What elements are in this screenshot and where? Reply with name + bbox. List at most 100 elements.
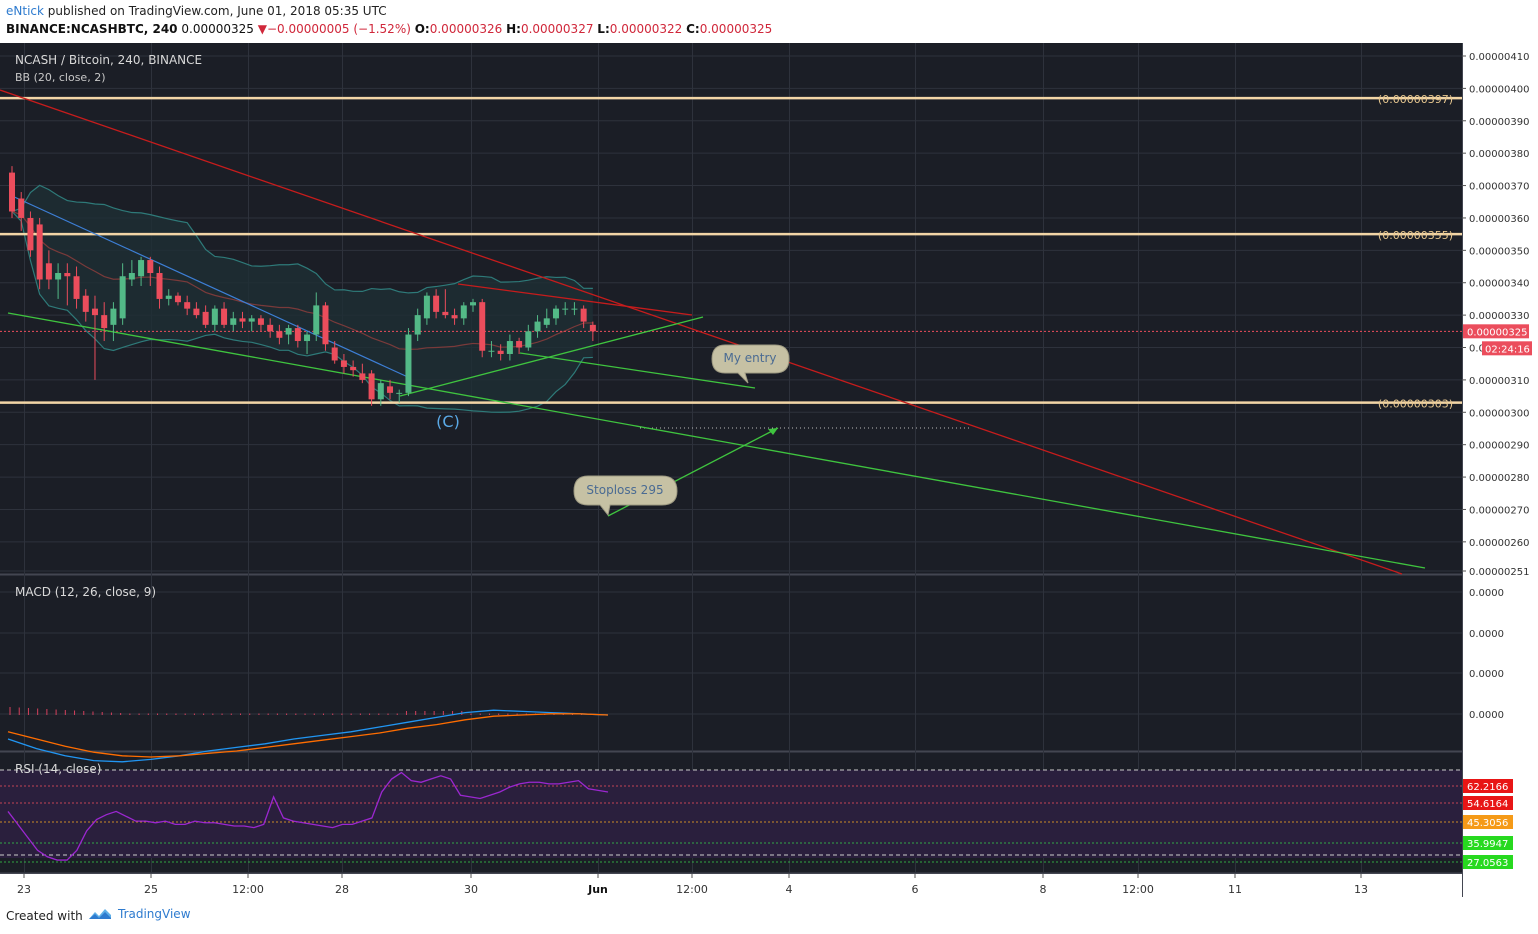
macd-series-macd — [7, 709, 609, 763]
candle-body — [552, 308, 559, 319]
price-tick-label: 0.00000410 — [1469, 52, 1529, 63]
countdown-tag — [1482, 341, 1532, 356]
green-long-trendline — [7, 312, 1426, 569]
countdown-tag-text: 02:24:16 — [1485, 344, 1530, 355]
annotations: (C) My entry Stoploss 295 — [436, 344, 790, 517]
candle-body — [82, 295, 89, 312]
candle-body — [276, 331, 283, 338]
candle-body — [55, 273, 62, 280]
bb-fill — [12, 185, 593, 413]
time-tick-label: 11 — [1228, 883, 1242, 896]
candle-body — [516, 341, 523, 348]
candle-body — [331, 347, 338, 361]
published-text: published on TradingView.com, June 01, 2… — [47, 4, 387, 18]
candle-body — [377, 383, 384, 400]
candle-body — [405, 334, 412, 393]
candle-body — [589, 324, 596, 332]
candle-body — [571, 308, 578, 310]
candle-body — [193, 308, 200, 316]
tradingview-brand: TradingView — [118, 907, 191, 921]
macd-tick-label: 0.0000 — [1469, 710, 1504, 721]
author-link[interactable]: eNtick — [6, 4, 44, 18]
rsi-level-tag — [1463, 815, 1513, 829]
rsi-level-label: 54.6164 — [1467, 799, 1508, 810]
price-tick-label: 0.00000340 — [1469, 279, 1529, 290]
time-tick-label: 12:00 — [232, 883, 264, 896]
red-short-trendline — [457, 283, 693, 316]
price-tick-label: 0.00000390 — [1469, 117, 1529, 128]
candle-body — [396, 392, 403, 394]
candle-body — [36, 224, 43, 280]
macd-pane — [0, 591, 1462, 763]
candle-body — [497, 350, 504, 354]
time-tick-label: 12:00 — [1122, 883, 1154, 896]
stoploss-text: Stoploss 295 — [586, 483, 663, 497]
candle-body — [543, 318, 550, 325]
red-trendline — [0, 89, 1403, 575]
candle-body — [165, 295, 172, 299]
price-tick-label: 0.00000330 — [1469, 311, 1529, 322]
candle-body — [340, 360, 347, 367]
down-arrow-icon: ▼ — [257, 22, 267, 36]
last-price-tag-text: 0.00000325 — [1467, 327, 1527, 338]
candle-body — [488, 350, 495, 352]
rsi-level-tag — [1463, 796, 1513, 810]
candle-body — [128, 273, 135, 280]
candle-body — [322, 305, 329, 345]
candle-body — [18, 198, 25, 218]
chart-canvas[interactable]: (0.00000397) (0.00000355) (0.00000303) (C)… — [0, 43, 1538, 897]
rsi-level-tag — [1463, 855, 1513, 869]
price-tick-label: 0.00000370 — [1469, 182, 1529, 193]
tradingview-link[interactable]: TradingView — [88, 907, 191, 921]
level-label: (0.00000303) — [1378, 398, 1453, 411]
macd-pane-title: MACD (12, 26, close, 9) — [15, 585, 156, 599]
candle-body — [506, 341, 513, 354]
candle-body — [562, 308, 569, 310]
bb-upper-line — [11, 184, 593, 294]
macd-tick-label: 0.0000 — [1469, 669, 1504, 680]
low-value: 0.00000322 — [609, 22, 683, 36]
price-tick-label: 0.00000310 — [1469, 376, 1529, 387]
rsi-level-tag — [1463, 836, 1513, 850]
level-label: (0.00000397) — [1378, 93, 1453, 106]
price-axis: 0.00000410 0.00000400 0.00000390 0.00000380… — [1462, 43, 1538, 897]
candle-body — [387, 386, 394, 393]
chart-background — [0, 43, 1538, 897]
candle-body — [423, 295, 430, 319]
candle-body — [156, 273, 163, 299]
candle-body — [45, 263, 52, 280]
rsi-level-label: 35.9947 — [1467, 839, 1508, 850]
candle-body — [350, 366, 357, 371]
candle-body — [91, 308, 98, 316]
candle-body — [27, 217, 34, 251]
candle-body — [451, 315, 458, 319]
candle-body — [101, 315, 108, 329]
price-tick-label: 0.00000350 — [1469, 246, 1529, 257]
candle-body — [64, 273, 71, 277]
rsi-pane — [0, 769, 1462, 863]
green-entry-line — [519, 352, 756, 389]
time-tick-label: 8 — [1040, 883, 1047, 896]
macd-series-signal — [7, 713, 609, 758]
candle-body — [285, 328, 292, 335]
bollinger-bands — [11, 184, 593, 413]
chart-grid — [0, 43, 1538, 897]
candle-body — [294, 328, 301, 342]
candle-body — [119, 276, 126, 319]
time-tick-label: 25 — [144, 883, 158, 896]
price-change: −0.00000005 (−1.52%) — [266, 22, 411, 36]
price-axis-background — [1463, 43, 1538, 897]
horizontal-levels: (0.00000397) (0.00000355) (0.00000303) — [0, 93, 1462, 429]
macd-tick-label: 0.0000 — [1469, 588, 1504, 599]
level-label: (0.00000355) — [1378, 229, 1453, 242]
open-value: 0.00000326 — [429, 22, 503, 36]
candle-body — [221, 308, 228, 325]
candle-body — [304, 334, 311, 342]
price-tick-label: 0.00000270 — [1469, 505, 1529, 516]
candle-body — [460, 305, 467, 319]
footer: Created with TradingView — [0, 897, 1538, 934]
time-axis-background — [0, 874, 1462, 897]
my-entry-callout — [711, 344, 790, 384]
time-tick-label: 13 — [1354, 883, 1368, 896]
price-tick-label: 0.00000300 — [1469, 408, 1529, 419]
